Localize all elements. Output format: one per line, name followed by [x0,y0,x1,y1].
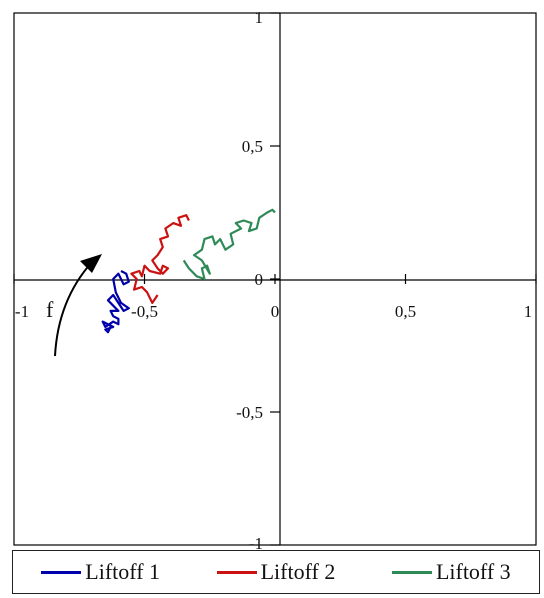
series-line-2 [130,214,190,304]
y-tick-label: -1 [249,534,263,553]
legend-item-1: Liftoff 1 [41,559,160,585]
series-line-3 [182,208,276,281]
legend-label: Liftoff 2 [260,559,336,584]
legend-swatch [216,570,257,574]
series-layer [101,208,276,334]
direction-arrow [54,254,102,357]
x-tick-label: -1 [15,302,29,321]
series-line-1 [101,270,130,334]
x-tick-label: 0 [271,302,280,321]
legend-label: Liftoff 1 [85,559,161,584]
y-tick-label: 1 [255,8,264,27]
legend: Liftoff 1 Liftoff 2 Liftoff 3 [12,550,540,594]
legend-swatch [391,570,432,574]
annotation-f: f [46,297,54,322]
y-tick-label: 0,5 [242,137,263,156]
y-tick-label: -0,5 [236,403,263,422]
tick-marks [13,12,537,546]
legend-swatch [41,570,82,574]
legend-item-2: Liftoff 2 [216,559,336,585]
x-tick-label: 1 [524,302,533,321]
legend-label: Liftoff 3 [435,559,511,584]
legend-item-3: Liftoff 3 [391,559,511,585]
tick-labels: -1 -0,5 0 0,5 1 1 0,5 0 -0,5 -1 [15,8,532,553]
x-tick-label: 0,5 [395,302,416,321]
y-tick-label: 0 [255,270,264,289]
x-tick-label: -0,5 [131,302,158,321]
